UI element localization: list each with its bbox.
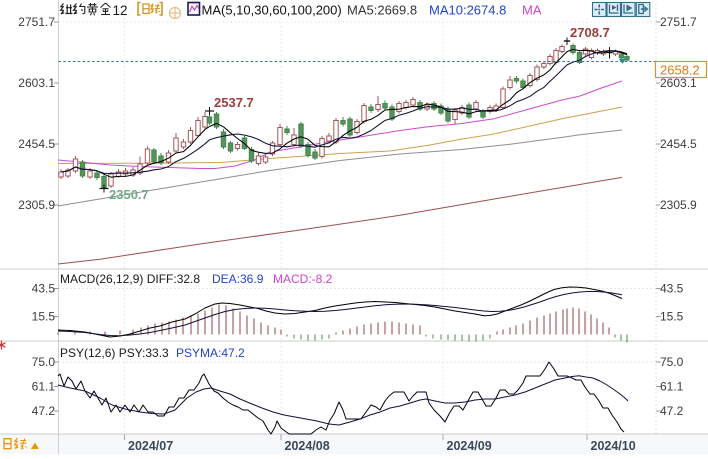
svg-text:MA10:2674.8: MA10:2674.8 [429,3,506,18]
svg-text:12: 12 [113,3,128,18]
svg-text:61.1: 61.1 [660,380,684,394]
svg-text:PSY(12,6) PSY:33.3: PSY(12,6) PSY:33.3 [60,346,169,360]
svg-text:2024/10: 2024/10 [591,439,636,453]
svg-text:MA: MA [522,3,542,18]
svg-text:2708.7: 2708.7 [570,25,610,40]
svg-text:2305.9: 2305.9 [660,198,697,212]
svg-text:43.5: 43.5 [660,282,684,296]
svg-text:2603.1: 2603.1 [18,76,55,90]
svg-text:PSYMA:47.2: PSYMA:47.2 [176,346,245,360]
svg-text:MACD:-8.2: MACD:-8.2 [273,272,333,286]
svg-text:2024/07: 2024/07 [128,439,173,453]
svg-text:MA(5,10,30,60,100,200): MA(5,10,30,60,100,200) [202,3,342,18]
svg-text:15.5: 15.5 [660,310,684,324]
svg-text:2454.5: 2454.5 [18,137,55,151]
svg-text:2751.7: 2751.7 [660,15,697,29]
svg-text:75.0: 75.0 [660,355,684,369]
svg-text:DEA:36.9: DEA:36.9 [212,272,264,286]
svg-text:2603.1: 2603.1 [660,76,697,90]
svg-text:2751.7: 2751.7 [18,15,55,29]
svg-text:2350.7: 2350.7 [109,187,149,202]
svg-text:2454.5: 2454.5 [660,137,697,151]
svg-text:2537.7: 2537.7 [214,95,254,110]
svg-text:47.2: 47.2 [32,404,56,418]
svg-text:2658.2: 2658.2 [660,63,700,78]
svg-text:MACD(26,12,9) DIFF:32.8: MACD(26,12,9) DIFF:32.8 [60,272,200,286]
svg-text:75.0: 75.0 [32,355,56,369]
svg-text:15.5: 15.5 [32,310,56,324]
svg-text:2024/08: 2024/08 [285,439,330,453]
svg-text:MA5:2669.8: MA5:2669.8 [347,3,417,18]
svg-text:43.5: 43.5 [32,282,56,296]
svg-text:61.1: 61.1 [32,380,56,394]
svg-text:47.2: 47.2 [660,404,684,418]
svg-text:2305.9: 2305.9 [18,198,55,212]
svg-text:2024/09: 2024/09 [447,439,492,453]
